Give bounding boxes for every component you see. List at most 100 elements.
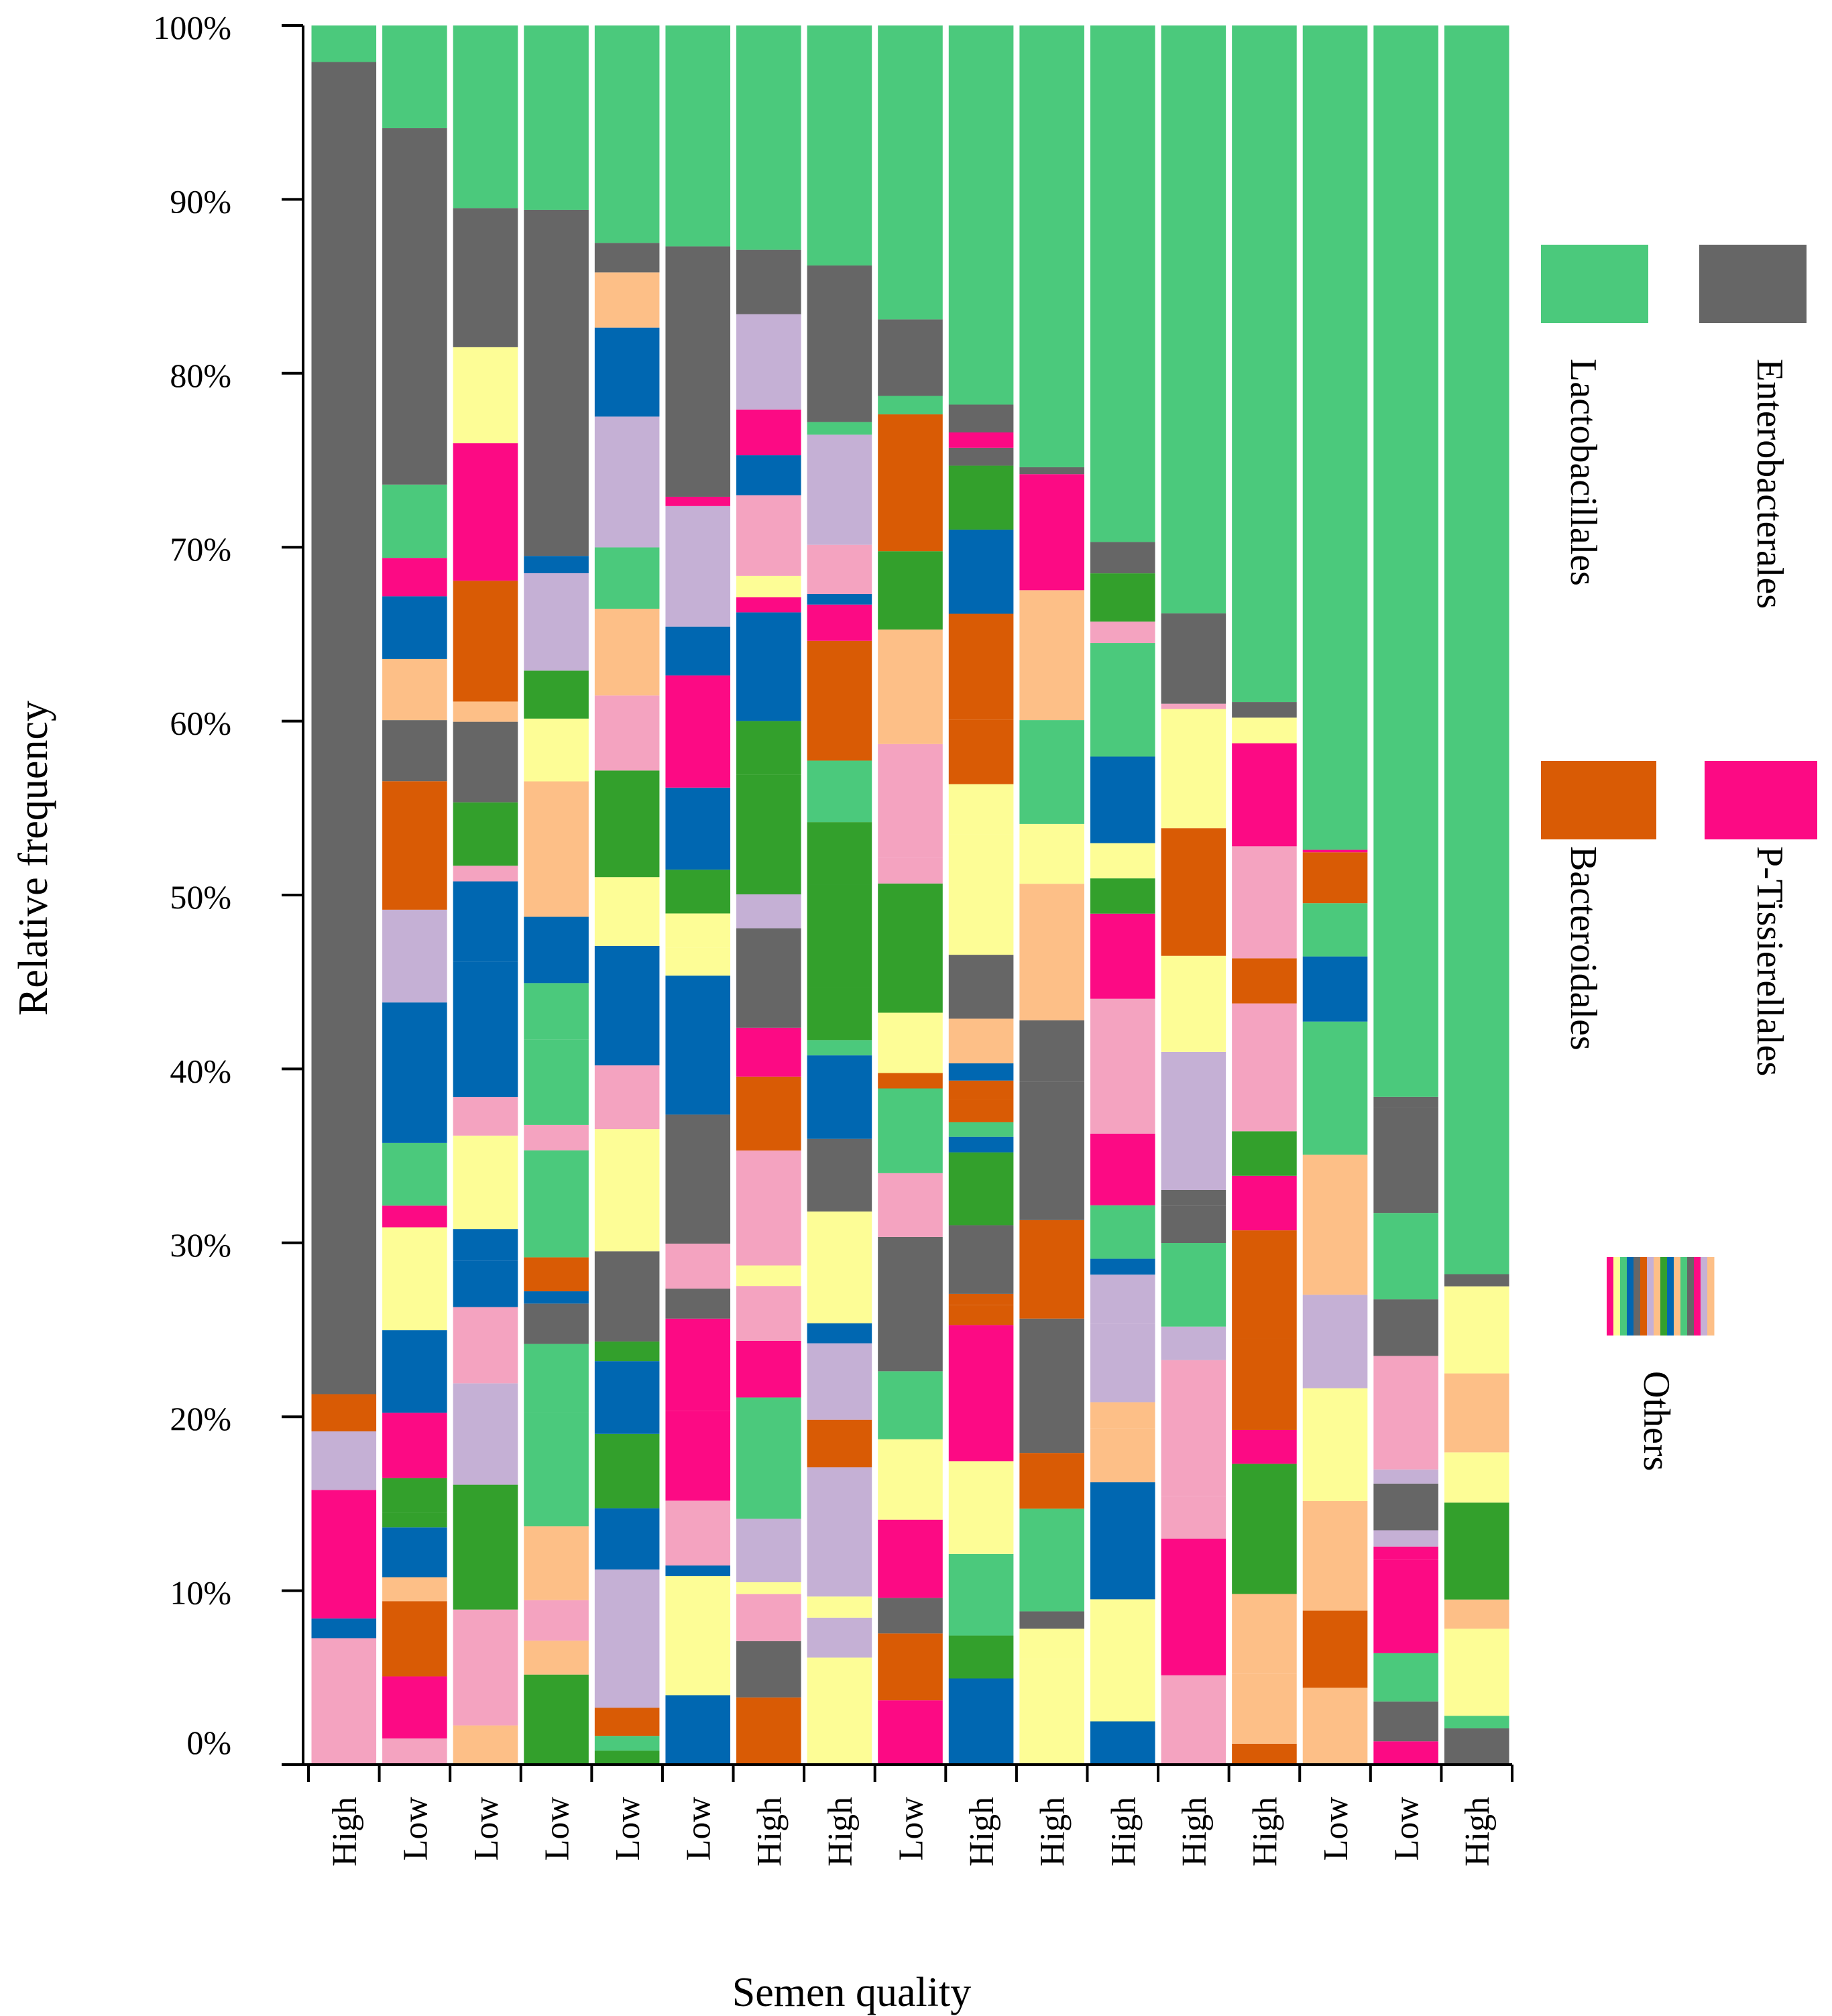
bar-slice bbox=[665, 913, 731, 948]
bar-slice bbox=[1232, 1429, 1297, 1464]
bar-segment-lactobacillales bbox=[311, 25, 377, 62]
x-tick-label: Low bbox=[893, 1797, 931, 1861]
bar-segment-enterobacterales bbox=[1232, 702, 1297, 718]
bar-slice bbox=[524, 983, 589, 1040]
bar-slice bbox=[1019, 1318, 1084, 1454]
bar-slice bbox=[948, 432, 1014, 448]
bar-segment-lactobacillales bbox=[1373, 25, 1438, 1097]
bar-segment-lactobacillales bbox=[736, 25, 801, 250]
bar-slice bbox=[1019, 590, 1084, 721]
x-tick-label: Low bbox=[680, 1797, 718, 1861]
bar-slice bbox=[1161, 1496, 1226, 1539]
legend-swatch-stripe bbox=[1701, 1257, 1708, 1336]
bar-segment-others bbox=[382, 484, 447, 1765]
bar-slice bbox=[736, 721, 801, 775]
x-tick-label: High bbox=[963, 1797, 1001, 1866]
bar-slice bbox=[382, 1676, 447, 1739]
y-axis-ticks: 0% 10% 20% 30% 40% 50% 60% 70% 80% 90% 100% bbox=[153, 9, 303, 1766]
bar-slice bbox=[1019, 1220, 1084, 1319]
bar-segment-others bbox=[1444, 1286, 1509, 1765]
bar-slice bbox=[1444, 1452, 1509, 1503]
bar-slice bbox=[807, 1467, 872, 1597]
bar-slice bbox=[1161, 703, 1226, 709]
y-tick-label: 90% bbox=[170, 182, 231, 220]
bar-slice bbox=[594, 1251, 660, 1342]
x-tick-label: Low bbox=[1388, 1797, 1426, 1861]
legend-swatch-stripe bbox=[1613, 1257, 1621, 1336]
bar-slice bbox=[1090, 998, 1155, 1134]
bar-slice bbox=[1161, 1189, 1226, 1206]
legend-swatch-stripe bbox=[1660, 1257, 1668, 1336]
legend-swatch-stripe bbox=[1607, 1257, 1614, 1336]
legend-label-others: Others bbox=[1636, 1371, 1677, 1471]
legend-label-enterobacterales: Enterobacterales bbox=[1749, 359, 1790, 609]
y-tick-label: 0% bbox=[186, 1724, 231, 1761]
y-tick-label: 60% bbox=[170, 705, 231, 742]
bar-slice bbox=[1161, 1675, 1226, 1765]
bar-slice bbox=[878, 883, 943, 1013]
bar-slice bbox=[453, 1307, 518, 1384]
x-axis-ticks: High Low Low Low Low Low High High Low High High Hi… bbox=[307, 1765, 1513, 1866]
bar-slice bbox=[736, 1150, 801, 1266]
bar-segment-lactobacillales bbox=[1019, 25, 1084, 467]
bar-slice bbox=[453, 1260, 518, 1307]
bar-slice bbox=[524, 1291, 589, 1304]
bar-slice bbox=[453, 1725, 518, 1765]
bar-slice bbox=[594, 877, 660, 946]
legend-label-lactobacillales: Lactobacillales bbox=[1562, 359, 1604, 586]
x-tick-label: High bbox=[1034, 1797, 1072, 1866]
bar-segment-others bbox=[948, 432, 1014, 1765]
bar-segment-enterobacterales bbox=[1444, 1274, 1509, 1287]
bar-slice bbox=[948, 1080, 1014, 1100]
bar-slice bbox=[382, 484, 447, 558]
bar-slice bbox=[1373, 1546, 1438, 1560]
bar-slice bbox=[1302, 903, 1368, 957]
bar-slice bbox=[948, 1136, 1014, 1152]
bar-slice bbox=[1019, 1081, 1084, 1220]
bar-slice bbox=[948, 1461, 1014, 1554]
bar-slice bbox=[594, 1508, 660, 1569]
bar-slice bbox=[948, 1678, 1014, 1765]
bar-slice bbox=[311, 1431, 377, 1490]
bar-slice bbox=[736, 774, 801, 894]
bar-slice bbox=[453, 701, 518, 722]
bar-slice bbox=[594, 1708, 660, 1736]
bar-slice bbox=[1161, 828, 1226, 956]
bar-slice bbox=[807, 1211, 872, 1323]
legend-swatch-stripe bbox=[1634, 1257, 1641, 1336]
bar-slice bbox=[807, 1596, 872, 1618]
bar-slice bbox=[736, 1286, 801, 1341]
bar-slice bbox=[878, 1519, 943, 1598]
bar-segment-lactobacillales bbox=[1161, 25, 1226, 613]
legend-swatch-p-tissierellales bbox=[1705, 761, 1817, 839]
bar-slice bbox=[1019, 720, 1084, 824]
bar-slice bbox=[736, 495, 801, 576]
bar-slice bbox=[453, 1609, 518, 1726]
bar-slice bbox=[524, 1344, 589, 1413]
bar-slice bbox=[1019, 1628, 1084, 1659]
bar-slice bbox=[1232, 717, 1297, 744]
bar-slice bbox=[665, 1289, 731, 1319]
bar-segment-others bbox=[807, 422, 872, 1765]
bar-slice bbox=[878, 1088, 943, 1173]
bar-slice bbox=[1161, 1205, 1226, 1244]
bar-slice bbox=[878, 1598, 943, 1634]
bar-segment-enterobacterales bbox=[807, 265, 872, 422]
bar-slice bbox=[594, 1361, 660, 1434]
bar-segment-lactobacillales bbox=[594, 25, 660, 243]
bar-slice bbox=[736, 1397, 801, 1519]
bar-slice bbox=[594, 1341, 660, 1362]
bar-slice bbox=[1232, 1673, 1297, 1744]
bar-slice bbox=[453, 1135, 518, 1230]
bar-segment-others bbox=[453, 347, 518, 1765]
bar-slice bbox=[665, 1411, 731, 1501]
bar-slice bbox=[948, 834, 1014, 955]
bar-slice bbox=[878, 1173, 943, 1237]
bar-slice bbox=[1090, 1482, 1155, 1600]
bar-segment-others bbox=[1161, 703, 1226, 1765]
bar-slice bbox=[665, 1500, 731, 1566]
bar-slice bbox=[1444, 1286, 1509, 1374]
bar-slice bbox=[948, 1122, 1014, 1137]
bar-slice bbox=[665, 947, 731, 976]
bar-slice bbox=[736, 612, 801, 721]
